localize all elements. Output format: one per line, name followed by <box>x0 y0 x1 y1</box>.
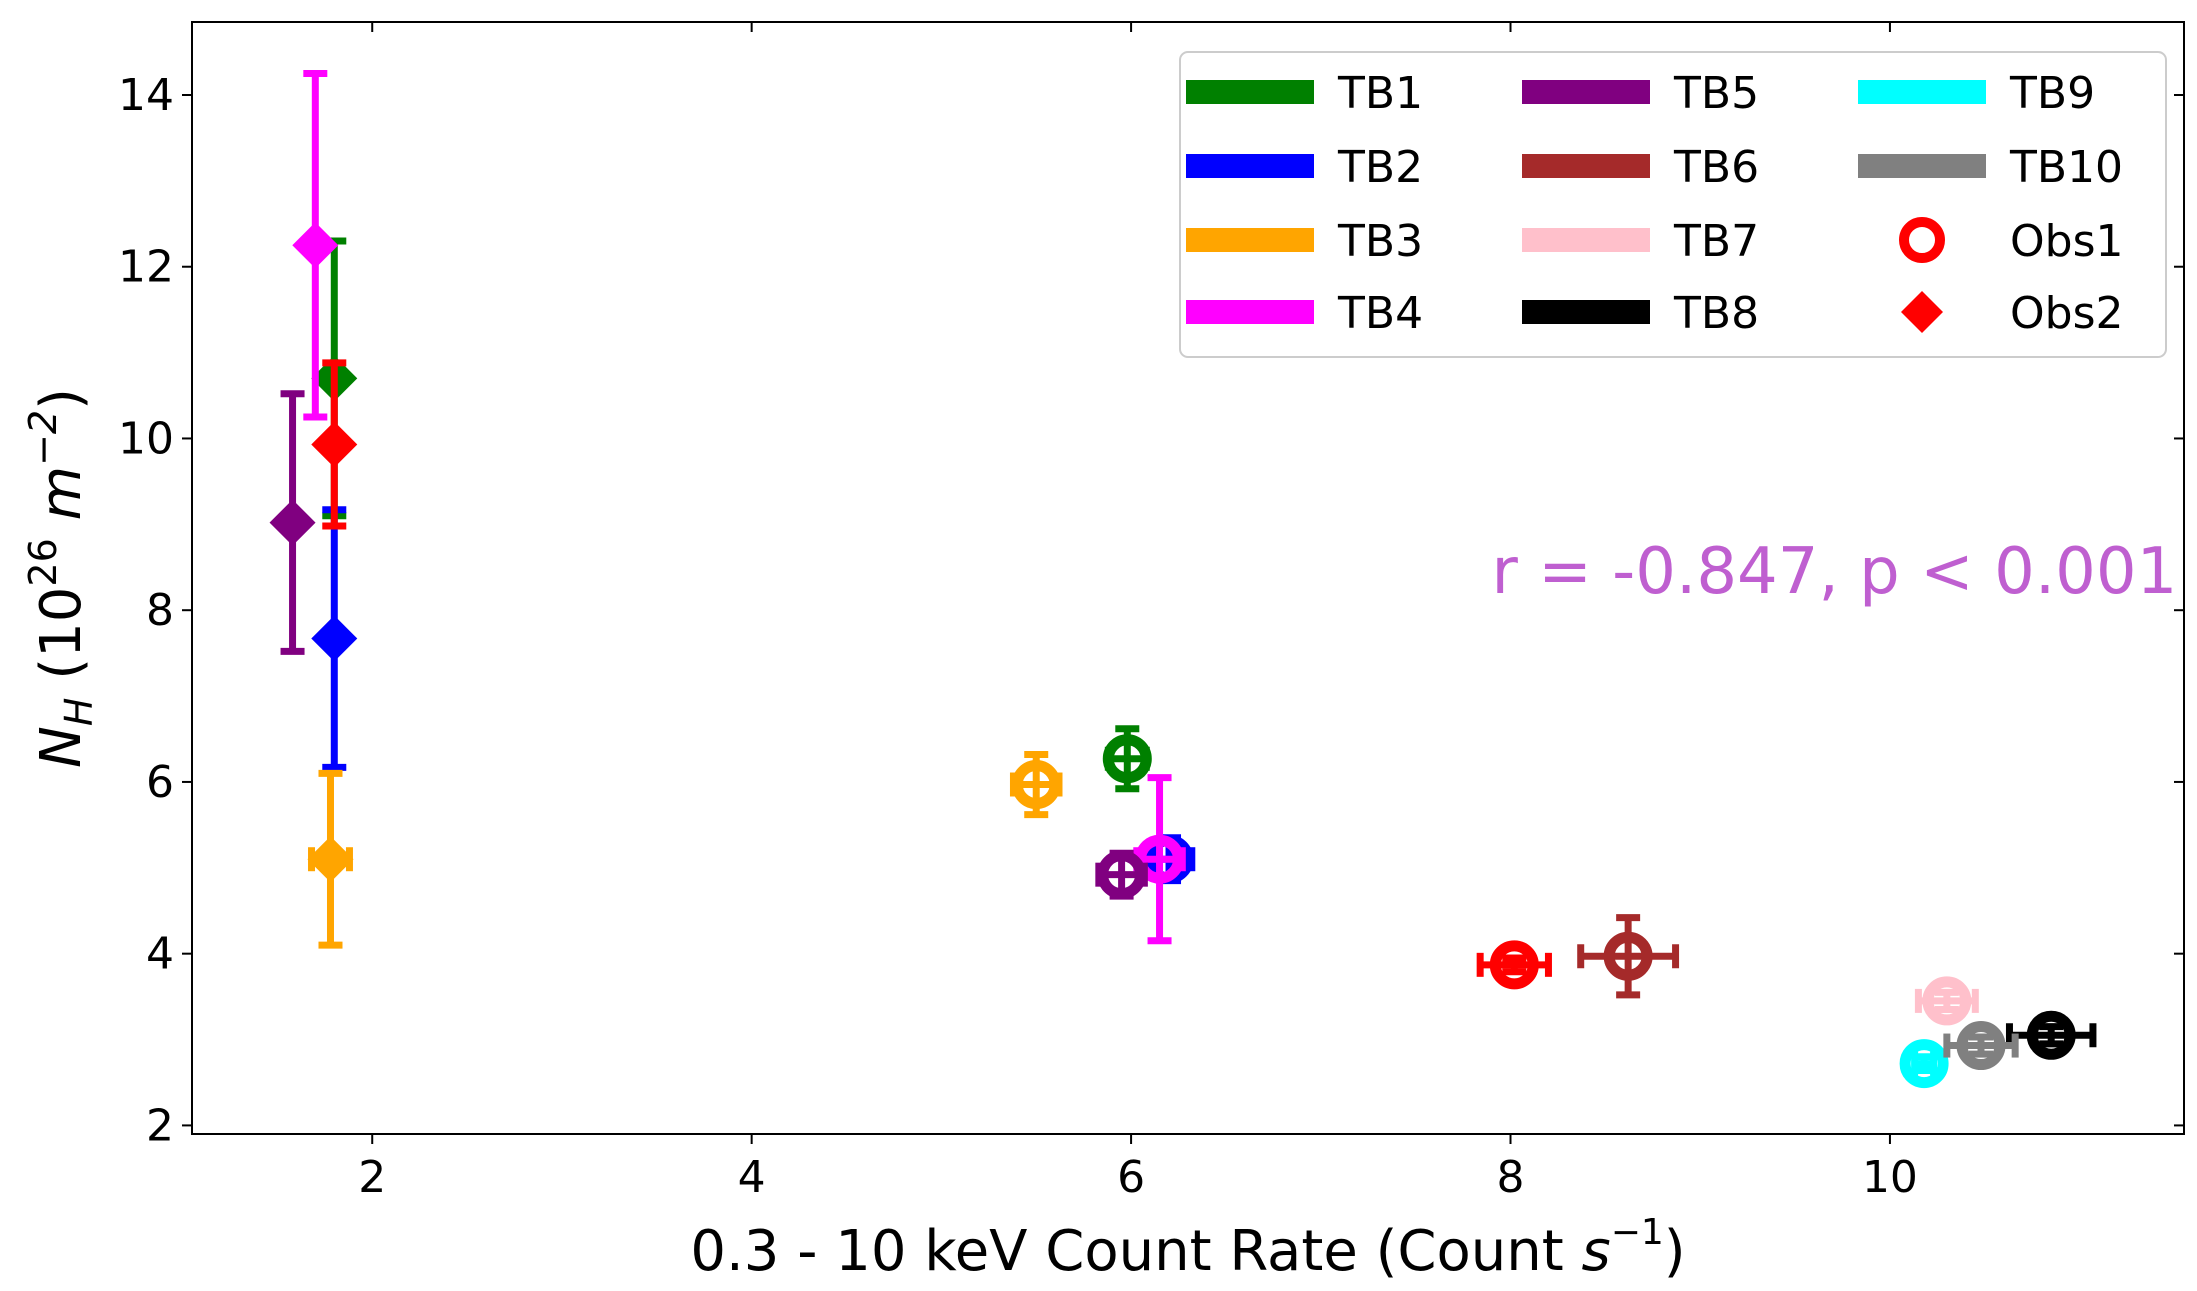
point-tb5-obs1 <box>1095 849 1148 900</box>
point-tb9-obs1 <box>1899 1039 1949 1089</box>
legend-swatch <box>1186 300 1314 324</box>
y-axis-label-sub: H <box>57 698 101 727</box>
legend-label: TB5 <box>1673 68 1759 119</box>
open-circle-marker <box>1489 940 1539 990</box>
y-axis-label-unit: m <box>29 466 94 538</box>
legend-swatch <box>1522 300 1650 324</box>
open-circle-marker <box>1097 850 1147 900</box>
open-circle-marker <box>1603 931 1653 981</box>
y-axis-label-unit-sup: −2 <box>21 410 65 466</box>
y-tick-label: 14 <box>118 70 174 121</box>
legend-item-tb8: TB8 <box>1522 288 1759 339</box>
y-tick-label: 6 <box>146 757 174 808</box>
y-tick-label: 8 <box>146 585 174 636</box>
point-tb5-obs2 <box>269 390 316 655</box>
point-tb3-obs2 <box>307 769 354 949</box>
legend-item-tb1: TB1 <box>1186 68 1423 119</box>
legend-label: TB9 <box>2009 68 2095 119</box>
legend-item-tb2: TB2 <box>1186 142 1423 193</box>
x-axis-label-sup: −1 <box>1611 1212 1664 1253</box>
y-tick-label: 12 <box>118 242 174 293</box>
y-tick-label: 2 <box>146 1100 174 1151</box>
legend-item-tb3: TB3 <box>1186 216 1423 267</box>
correlation-annotation: r = -0.847, p < 0.001 <box>1492 535 2178 609</box>
legend-label: Obs1 <box>2010 216 2123 267</box>
diamond-marker <box>292 222 339 269</box>
diamond-marker <box>269 499 316 546</box>
diamond-marker <box>307 836 354 883</box>
y-tick-label: 10 <box>118 413 174 464</box>
legend-label: TB7 <box>1673 216 1759 267</box>
y-axis-label-sup: 26 <box>21 538 65 586</box>
legend-swatch <box>1522 228 1650 252</box>
legend-item-tb7: TB7 <box>1522 216 1759 267</box>
x-tick-label: 8 <box>1497 1152 1525 1203</box>
open-circle-marker <box>1011 760 1061 810</box>
x-tick-label: 10 <box>1862 1152 1918 1203</box>
legend-item-tb4: TB4 <box>1186 288 1423 339</box>
open-circle-marker <box>1922 976 1972 1026</box>
legend-label: TB2 <box>1337 142 1423 193</box>
x-axis-label-close: ) <box>1664 1219 1686 1284</box>
legend-label: TB6 <box>1673 142 1759 193</box>
legend-label: TB10 <box>2009 142 2123 193</box>
legend-label: TB8 <box>1673 288 1759 339</box>
y-axis-label-open: (10 <box>29 587 94 698</box>
point-tb10-obs1 <box>1943 1021 2019 1071</box>
legend-box <box>1179 51 2167 358</box>
legend-item-tb5: TB5 <box>1522 68 1759 119</box>
point-tb4-obs2 <box>292 70 339 421</box>
point-tb7-obs1 <box>1914 976 1979 1026</box>
open-circle-marker <box>2026 1010 2076 1060</box>
legend-label: TB4 <box>1337 288 1423 339</box>
data-points <box>269 70 2097 1089</box>
point-tb2-obs2 <box>311 506 358 771</box>
x-axis-label-main: 0.3 - 10 keV Count Rate (Count <box>690 1219 1581 1284</box>
legend-item-tb10: TB10 <box>1858 142 2123 193</box>
point-tb4-obs1 <box>1133 774 1186 945</box>
legend-diamond-marker <box>1901 291 1943 333</box>
diamond-marker <box>311 615 358 662</box>
legend-item-obs1: Obs1 <box>1899 216 2123 267</box>
y-axis-label-var: N <box>29 726 94 768</box>
legend-open-circle-marker <box>1899 217 1945 263</box>
point-tb8-obs1 <box>2005 1010 2097 1060</box>
open-circle-marker <box>1956 1021 2006 1071</box>
point-obs1-obs1 <box>1476 940 1552 990</box>
legend-item-obs2: Obs2 <box>1901 288 2123 339</box>
legend-swatch <box>1858 154 1986 178</box>
point-obs2-obs2 <box>311 359 358 530</box>
diamond-marker <box>311 421 358 468</box>
x-axis-label: 0.3 - 10 keV Count Rate (Count s−1) <box>690 1212 1685 1284</box>
legend-swatch <box>1858 80 1986 104</box>
point-tb3-obs1 <box>1009 750 1063 819</box>
y-axis-label-close: ) <box>29 388 94 410</box>
legend-label: TB1 <box>1337 68 1423 119</box>
legend-swatch <box>1186 228 1314 252</box>
axis-ticks: 2 4 6 8 10 2 4 6 8 10 12 14 <box>118 22 2184 1203</box>
legend-label: Obs2 <box>2010 288 2123 339</box>
x-axis-label-var: s <box>1582 1219 1611 1284</box>
y-tick-label: 4 <box>146 929 174 980</box>
open-circle-marker <box>1899 1039 1949 1089</box>
plot-frame <box>191 21 2185 1135</box>
open-circle-marker <box>1102 734 1152 784</box>
legend-swatch <box>1522 154 1650 178</box>
legend-item-tb9: TB9 <box>1858 68 2095 119</box>
point-tb1-obs1 <box>1102 725 1152 793</box>
legend: TB1 TB2 TB3 TB4 TB5 TB6 TB7 TB8 TB9 TB10 Obs1 Obs2 <box>1179 51 2167 358</box>
y-axis-label: NH (1026 m−2) <box>21 388 101 768</box>
legend-swatch <box>1186 80 1314 104</box>
x-tick-label: 4 <box>738 1152 766 1203</box>
point-tb6-obs1 <box>1577 914 1680 999</box>
legend-label: TB3 <box>1337 216 1423 267</box>
x-tick-label: 6 <box>1117 1152 1145 1203</box>
legend-item-tb6: TB6 <box>1522 142 1759 193</box>
legend-swatch <box>1186 154 1314 178</box>
legend-swatch <box>1522 80 1650 104</box>
x-tick-label: 2 <box>358 1152 386 1203</box>
